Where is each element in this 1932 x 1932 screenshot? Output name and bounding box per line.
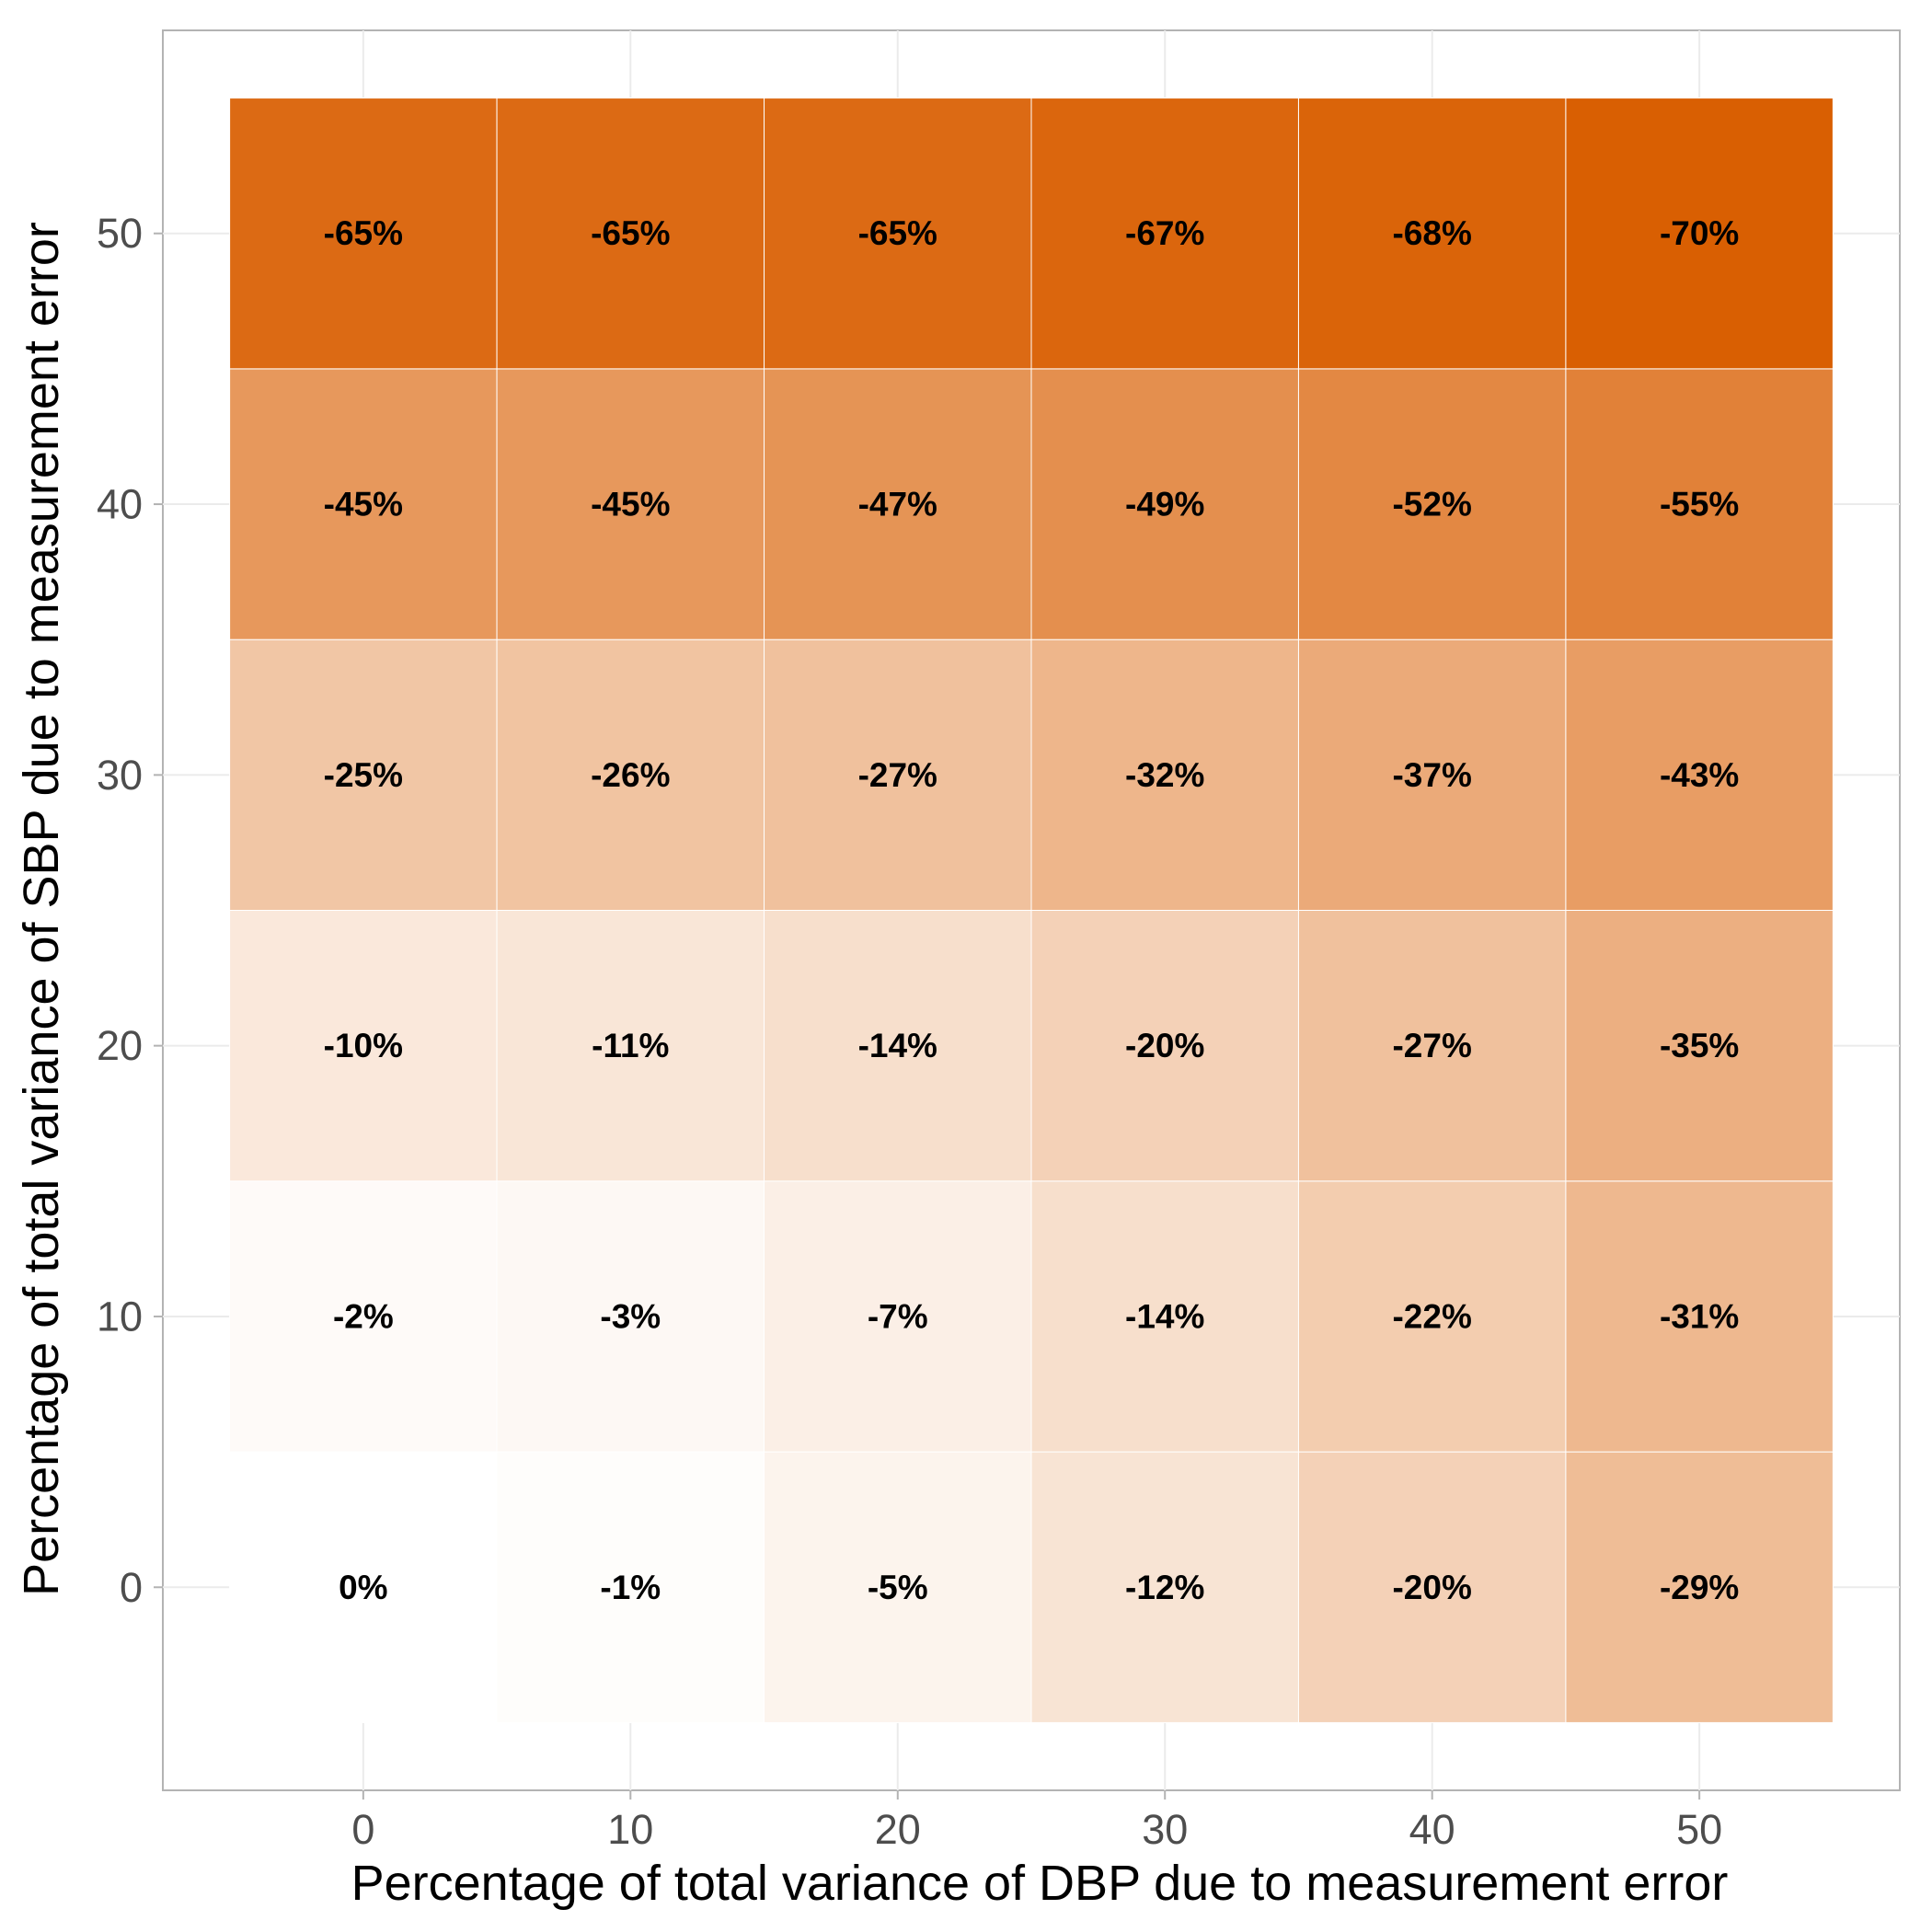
- cell-value-label: -70%: [1660, 214, 1739, 252]
- heatmap-cell: [1030, 638, 1299, 911]
- y-axis-title: Percentage of total variance of SBP due …: [14, 222, 69, 1596]
- y-tick-label: 10: [97, 1293, 143, 1340]
- y-tick-label: 40: [97, 481, 143, 528]
- heatmap-cell: [496, 910, 765, 1182]
- heatmap-cell: [1030, 1180, 1299, 1453]
- heatmap-cell: [229, 368, 498, 640]
- heatmap-cell: [1297, 368, 1567, 640]
- cell-value-label: -32%: [1125, 756, 1204, 794]
- y-tick-label: 20: [97, 1022, 143, 1069]
- heatmap-cell: [1565, 98, 1834, 370]
- cell-value-label: -52%: [1392, 486, 1471, 523]
- heatmap-cell: [496, 638, 765, 911]
- heatmap-cell: [1565, 1451, 1834, 1723]
- cell-value-label: -10%: [324, 1027, 403, 1064]
- heatmap-cell: [1565, 1180, 1834, 1453]
- x-tick-label: 10: [607, 1806, 653, 1853]
- cell-value-label: -14%: [1125, 1297, 1204, 1335]
- panel-border: [162, 29, 1901, 1791]
- cell-value-label: -65%: [591, 214, 670, 252]
- x-tick-label: 20: [875, 1806, 921, 1853]
- heatmap-cell: [1030, 368, 1299, 640]
- cell-value-label: -65%: [324, 214, 403, 252]
- heatmap-cell: [496, 368, 765, 640]
- cell-value-label: -14%: [858, 1027, 937, 1064]
- heatmap-cell: [229, 638, 498, 911]
- cell-value-label: -49%: [1125, 486, 1204, 523]
- heatmap-cell: [764, 638, 1032, 911]
- heatmap-cell: [496, 98, 765, 370]
- heatmap-cell: [764, 98, 1032, 370]
- heatmap-cell: [229, 98, 498, 370]
- cell-value-label: -3%: [600, 1297, 661, 1335]
- cell-value-label: -1%: [600, 1569, 661, 1606]
- x-axis-title: Percentage of total variance of DBP due …: [351, 1856, 1729, 1911]
- cell-value-label: -20%: [1125, 1027, 1204, 1064]
- cell-value-label: -5%: [868, 1569, 928, 1606]
- y-tick-label: 50: [97, 210, 143, 257]
- cell-value-label: -27%: [858, 756, 937, 794]
- cell-value-label: -55%: [1660, 486, 1739, 523]
- heatmap-cell: [1565, 910, 1834, 1182]
- x-axis-ticks: 0 10 20 30 40 50: [351, 1790, 1722, 1853]
- cell-value-label: -68%: [1392, 214, 1471, 252]
- cell-value-label: -26%: [591, 756, 670, 794]
- cell-value-label: -11%: [592, 1027, 669, 1064]
- cell-value-label: -67%: [1125, 214, 1204, 252]
- heatmap-cell: [229, 1180, 498, 1453]
- x-tick-label: 40: [1409, 1806, 1455, 1853]
- heatmap-cell: [764, 1180, 1032, 1453]
- heatmap-cell: [764, 910, 1032, 1182]
- x-tick-label: 50: [1676, 1806, 1722, 1853]
- cell-value-label: 0%: [339, 1569, 387, 1606]
- y-tick-label: 30: [97, 752, 143, 799]
- cell-value-label: -37%: [1392, 756, 1471, 794]
- heatmap-cell: [1030, 1451, 1299, 1723]
- heatmap-cell: [1297, 910, 1567, 1182]
- cell-value-label: -47%: [858, 486, 937, 523]
- x-tick-label: 0: [351, 1806, 374, 1853]
- cell-value-label: -12%: [1125, 1569, 1204, 1606]
- y-tick-label: 0: [120, 1564, 143, 1611]
- heatmap-cell: [1297, 98, 1567, 370]
- cell-value-label: -45%: [324, 486, 403, 523]
- cell-value-label: -45%: [591, 486, 670, 523]
- heatmap-cell: [1297, 1451, 1567, 1723]
- heatmap-cell: [1297, 1180, 1567, 1453]
- heatmap-cell: [1030, 98, 1299, 370]
- heatmap-cell: [229, 910, 498, 1182]
- cell-value-label: -20%: [1392, 1569, 1471, 1606]
- heatmap-cell: [1297, 638, 1567, 911]
- cell-value-label: -29%: [1660, 1569, 1739, 1606]
- cell-value-label: -2%: [333, 1297, 394, 1335]
- cell-labels: 0% -1% -5% -12% -20% -29% -2% -3% -7% -14% -22% -31…: [324, 214, 1740, 1606]
- heatmap-cell: [229, 1451, 498, 1723]
- y-axis-ticks: 0 10 20 30 40 50: [97, 210, 163, 1611]
- cell-value-label: -22%: [1392, 1297, 1471, 1335]
- cell-value-label: -7%: [868, 1297, 928, 1335]
- heatmap-cell: [764, 1451, 1032, 1723]
- cell-value-label: -35%: [1660, 1027, 1739, 1064]
- heatmap-cell: [1565, 638, 1834, 911]
- cell-value-label: -43%: [1660, 756, 1739, 794]
- cell-value-label: -65%: [858, 214, 937, 252]
- x-tick-label: 30: [1142, 1806, 1188, 1853]
- heatmap-cells: [229, 98, 1834, 1723]
- heatmap-cell: [1030, 910, 1299, 1182]
- cell-value-label: -27%: [1392, 1027, 1471, 1064]
- heatmap-cell: [1565, 368, 1834, 640]
- cell-value-label: -31%: [1660, 1297, 1739, 1335]
- cell-value-label: -25%: [324, 756, 403, 794]
